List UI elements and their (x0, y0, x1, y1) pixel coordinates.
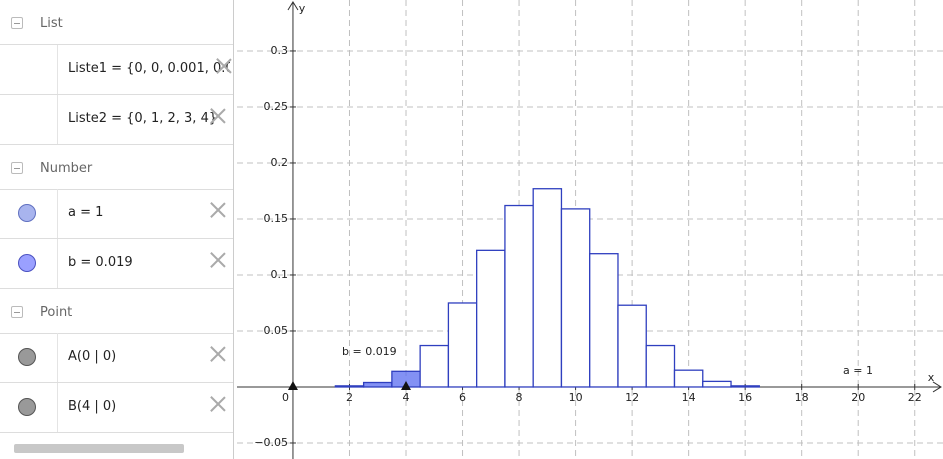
histogram-bar (702, 380, 732, 388)
histogram-bar (334, 385, 365, 388)
x-tick-label: 8 (516, 391, 523, 404)
item-text: Liste2 = {0, 1, 2, 3, 4} (68, 111, 218, 126)
divider (57, 333, 58, 382)
histogram-bar (476, 249, 506, 388)
x-tick-label: 4 (403, 391, 410, 404)
x-axis-label: x (928, 371, 935, 384)
annotation: a = 1 (843, 364, 873, 377)
delete-button[interactable] (209, 107, 227, 125)
point-row[interactable]: A(0 | 0) (0, 333, 233, 383)
x-tick-label: 14 (682, 391, 696, 404)
histogram-bar (504, 204, 534, 388)
item-text: B(4 | 0) (68, 399, 117, 414)
divider (57, 45, 58, 94)
x-tick-label: 20 (851, 391, 865, 404)
annotation: b = 0.019 (342, 345, 397, 358)
number-row[interactable]: b = 0.019 (0, 239, 233, 289)
histogram-bar (560, 208, 591, 388)
collapse-toggle[interactable] (11, 162, 23, 174)
divider (57, 239, 58, 288)
x-tick-label: 0 (282, 391, 289, 404)
y-axis-arrow (287, 1, 299, 11)
section-header[interactable]: List (0, 0, 233, 45)
x-axis-arrow (932, 381, 942, 393)
section-header[interactable]: Number (0, 145, 233, 190)
visibility-icon[interactable] (18, 398, 36, 416)
delete-button[interactable] (209, 201, 227, 219)
histogram-bar (617, 304, 647, 388)
section-header[interactable]: Point (0, 289, 233, 334)
point-marker (401, 380, 412, 390)
y-tick-label: 0.1 (270, 268, 288, 281)
divider (57, 383, 58, 432)
histogram-bar (645, 344, 676, 388)
delete-button[interactable] (215, 57, 233, 75)
list-row[interactable]: Liste1 = {0, 0, 0.001, 0.004 (0, 45, 233, 95)
y-tick-label: 0.05 (263, 324, 288, 337)
x-tick-label: 10 (569, 391, 583, 404)
collapse-toggle[interactable] (11, 306, 23, 318)
histogram-bar (447, 302, 478, 388)
delete-button[interactable] (209, 251, 227, 269)
histogram-bar (532, 188, 563, 388)
number-row[interactable]: a = 1 (0, 189, 233, 239)
x-tick-label: 12 (625, 391, 639, 404)
histogram-bar (362, 381, 393, 388)
histogram-bar (419, 344, 450, 388)
visibility-icon[interactable] (18, 254, 36, 272)
visibility-icon[interactable] (18, 348, 36, 366)
list-row[interactable]: Liste2 = {0, 1, 2, 3, 4} (0, 95, 233, 145)
section-title: List (40, 16, 63, 31)
scrollbar[interactable] (14, 444, 184, 453)
item-text: A(0 | 0) (68, 349, 117, 364)
histogram-bar (673, 369, 704, 388)
section-title: Point (40, 305, 73, 320)
graphics-view: 0 2 4 6 8 10 12 14 16 18 20 22 −0.05 0.05 0.1 0.15 0.2 0.… (237, 0, 943, 459)
divider (57, 189, 58, 238)
divider (57, 95, 58, 144)
y-tick-label: 0.25 (263, 100, 288, 113)
delete-button[interactable] (209, 395, 227, 413)
item-text: b = 0.019 (68, 255, 133, 270)
algebra-view: List Liste1 = {0, 0, 0.001, 0.004 Liste2… (0, 0, 234, 459)
item-text: Liste1 = {0, 0, 0.001, 0.004 (68, 61, 230, 76)
histogram-bar (730, 385, 760, 388)
y-tick-label: 0.3 (270, 44, 288, 57)
x-tick-label: 18 (795, 391, 809, 404)
delete-button[interactable] (209, 345, 227, 363)
histogram-bar (589, 253, 619, 388)
point-marker (287, 380, 298, 390)
x-tick-label: 6 (459, 391, 466, 404)
collapse-toggle[interactable] (11, 17, 23, 29)
x-tick-label: 2 (346, 391, 353, 404)
item-text: a = 1 (68, 205, 104, 220)
section-title: Number (40, 161, 93, 176)
y-tick-label: −0.05 (254, 436, 288, 449)
x-tick-label: 16 (738, 391, 752, 404)
visibility-icon[interactable] (18, 204, 36, 222)
y-axis-label: y (299, 2, 306, 15)
x-tick-label: 22 (908, 391, 922, 404)
point-row[interactable]: B(4 | 0) (0, 383, 233, 433)
y-tick-label: 0.2 (270, 156, 288, 169)
y-tick-label: 0.15 (263, 212, 288, 225)
